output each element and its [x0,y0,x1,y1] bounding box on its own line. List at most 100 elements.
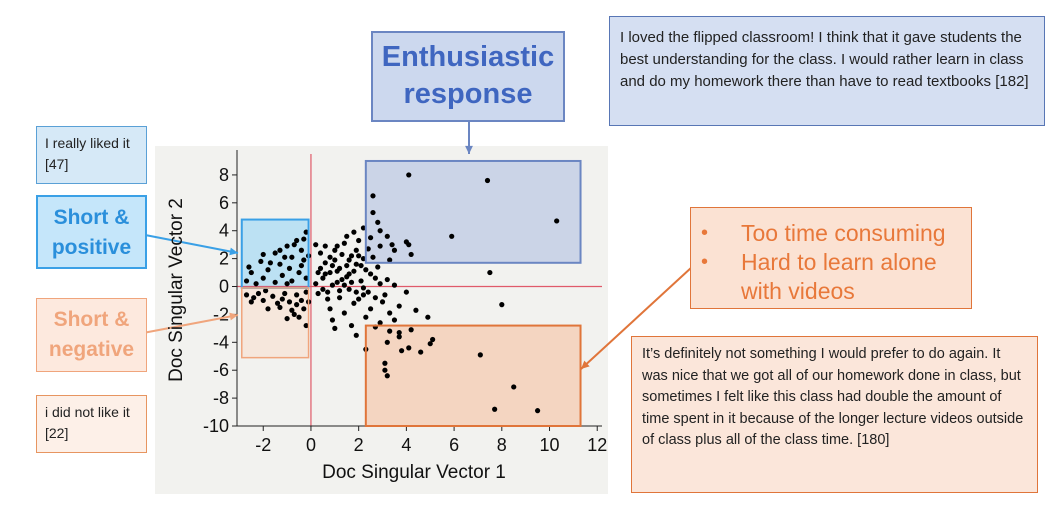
short-negative-region-outline [241,287,310,359]
data-point [315,290,321,297]
data-point [379,299,386,305]
data-point [332,257,338,263]
data-point [298,247,305,253]
data-point [277,304,283,311]
data-point [296,314,302,320]
data-point [356,237,362,244]
data-point [344,233,350,239]
short-negative-label: Short & negative [36,298,147,372]
enthusiastic-arrow-head [465,145,473,154]
data-point [253,281,259,287]
data-point [387,328,393,334]
data-point [286,265,293,271]
data-point [477,352,483,358]
y-tick-label: -8 [213,388,229,408]
data-point [348,253,355,259]
enthusiastic-region-outline [364,159,582,264]
data-point [387,310,393,316]
data-point [272,279,278,285]
data-point [396,329,402,336]
x-axis-label: Doc Singular Vector 1 [322,462,506,483]
data-point [367,235,374,241]
data-point [301,257,307,263]
data-point [298,262,305,269]
data-point [396,303,402,309]
data-point [430,336,436,343]
data-point [279,296,285,302]
data-point [327,254,333,260]
data-point [370,209,376,216]
data-point [418,349,424,355]
data-point [377,228,383,234]
x-tick-label: 2 [354,435,364,455]
data-point [382,360,388,366]
data-point [413,307,419,313]
data-point [341,310,347,316]
data-point [248,269,254,276]
data-point [384,339,390,345]
enthusiastic-quote: I loved the flipped classroom! I think t… [609,16,1045,126]
data-point [363,267,369,273]
data-point [329,262,336,269]
negative-themes-box: • Too time consuming • Hard to learn alone… [690,207,972,309]
bullet-icon: • [701,251,709,273]
data-point [322,260,328,266]
data-point [336,295,343,301]
data-point [263,288,269,294]
data-point [336,288,343,294]
data-point [265,267,271,273]
data-point [358,262,364,269]
theme-item-label: Hard to learn alone with videos [741,249,937,304]
data-point [406,172,412,178]
data-point [358,278,364,284]
data-point [255,290,262,297]
data-point [317,250,324,256]
data-point [384,373,390,379]
data-point [320,286,326,292]
data-point [375,264,381,270]
data-point [267,260,273,266]
data-point [365,246,371,252]
data-point [356,296,362,302]
data-point [322,243,328,249]
data-point [382,292,388,298]
data-point [320,275,326,281]
data-point [499,302,505,308]
data-point [389,242,395,248]
data-point [348,322,355,329]
data-point [329,282,336,288]
short-positive-arrow [139,233,239,254]
data-point [329,317,336,323]
y-tick-label: -10 [203,416,229,436]
data-point [384,233,390,239]
short-positive-label: Short & positive [36,195,147,269]
data-point [360,285,367,291]
data-point [298,297,305,304]
data-point [284,315,290,322]
data-point [341,240,347,246]
data-point [391,317,398,323]
data-point [272,250,278,256]
data-point [511,384,517,390]
data-point [327,306,333,312]
data-point [289,278,295,284]
time-consuming-quote: It’s definitely not something I would pr… [631,336,1038,493]
data-point [408,251,414,258]
data-point [313,281,319,287]
time-consuming-arrow [580,266,693,370]
x-tick-label: 0 [306,435,316,455]
y-axis-label: Doc Singular Vector 2 [166,198,187,382]
data-point [382,367,388,373]
data-point [367,271,374,277]
time-consuming-region-outline [364,324,582,428]
data-point [449,233,455,239]
data-point [282,254,288,260]
data-point [334,279,340,285]
data-point [243,292,250,298]
bullet-icon: • [701,222,709,244]
data-point [260,251,266,258]
data-point [370,193,376,199]
data-point [301,236,307,242]
data-point [370,254,376,260]
data-point [377,243,383,249]
